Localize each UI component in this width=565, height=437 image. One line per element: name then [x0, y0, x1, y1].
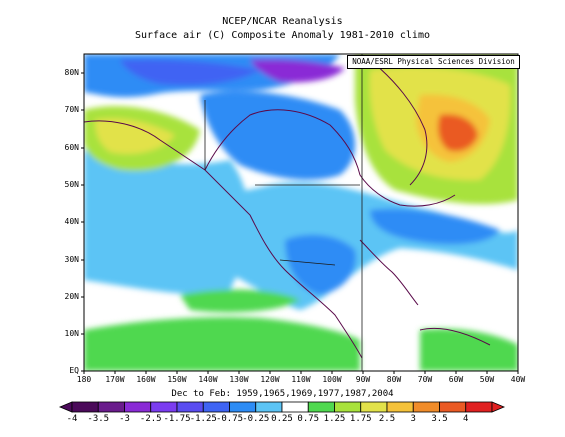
colorbar-tick-label: -3 — [119, 414, 130, 424]
colder-arctic-region — [120, 59, 260, 86]
lon-tick-label: 80W — [386, 375, 402, 384]
cold-atlantic-region — [370, 208, 500, 245]
colorbar-tick-label: -2.5 — [139, 414, 162, 424]
colorbar-tick-label: -3.5 — [87, 414, 110, 424]
lat-tick-label: 10N — [64, 329, 79, 338]
colorbar-tick-label: 4 — [463, 414, 469, 424]
colorbar-swatch — [255, 401, 283, 413]
lat-tick-label: 60N — [64, 143, 79, 152]
colorbar-swatch — [307, 401, 335, 413]
cold-canada-region — [200, 90, 355, 180]
colorbar-tick-label: 3.5 — [431, 414, 448, 424]
colorbar-tick-label: 0.25 — [271, 414, 293, 424]
lon-tick-label: 70W — [417, 375, 433, 384]
warm-atlantic-tropics-region — [420, 328, 518, 371]
lon-tick-label: 160W — [136, 375, 156, 384]
colorbar-swatch — [97, 401, 125, 413]
colorbar-tick-label: -1.75 — [163, 414, 191, 424]
lon-tick-label: 140W — [198, 375, 218, 384]
lon-tick-label: 110W — [291, 375, 311, 384]
colorbar-tick-label: 0.75 — [297, 414, 320, 424]
period-label: Dec to Feb: 1959,1965,1969,1977,1987,200… — [171, 389, 394, 399]
warm-subtropics-region — [180, 289, 300, 313]
warmer-alaska-region — [95, 118, 175, 155]
colorbar-tick-label: -0.25 — [242, 414, 270, 424]
colorbar-arrow-low — [58, 401, 73, 413]
colorbar-swatch — [386, 401, 414, 413]
lat-tick-label: 80N — [64, 68, 79, 77]
colorbar-swatch — [150, 401, 178, 413]
lon-tick-label: 180 — [76, 375, 92, 384]
colorbar-tick-label: 2.5 — [378, 414, 396, 424]
lon-tick-label: 90W — [355, 375, 371, 384]
colorbar-swatch — [176, 401, 204, 413]
lat-tick-label: 50N — [64, 180, 79, 189]
colorbar-tick-label: 1.25 — [323, 414, 346, 424]
coastlines — [84, 59, 491, 359]
colorbar-swatch — [360, 401, 388, 413]
source-label: NOAA/ESRL Physical Sciences Division — [347, 55, 520, 69]
lat-tick-label: 40N — [64, 217, 79, 226]
colorbar-tick-label: -1.25 — [189, 414, 217, 424]
cold-us-region — [285, 234, 356, 295]
colorbar-swatch — [412, 401, 440, 413]
colorbar-tick-label: 3 — [410, 414, 416, 424]
colorbar-swatch — [439, 401, 467, 413]
lon-tick-label: 130W — [229, 375, 249, 384]
colorbar-tick-label: -0.75 — [215, 414, 244, 424]
colorbar-tick-label: -4 — [66, 414, 78, 424]
lon-tick-label: 40W — [510, 375, 526, 384]
lon-tick-label: 150W — [167, 375, 187, 384]
colorbar-swatch — [281, 401, 309, 413]
colorbar-tick-label: 1.75 — [349, 414, 372, 424]
colorbar-swatch — [334, 401, 362, 413]
anomaly-field — [84, 54, 518, 371]
colorbar-swatch — [465, 401, 493, 413]
borders — [204, 54, 363, 371]
lon-tick-label: 60W — [448, 375, 464, 384]
colorbar-swatch — [124, 401, 152, 413]
lon-tick-label: 120W — [260, 375, 280, 384]
lat-tick-label: 70N — [64, 105, 79, 114]
lat-tick-label: 20N — [64, 292, 79, 301]
lon-tick-label: 100W — [322, 375, 342, 384]
colorbar-arrow-high — [491, 401, 506, 413]
colorbar-swatch — [229, 401, 257, 413]
lon-tick-label: 50W — [479, 375, 495, 384]
lon-tick-label: 170W — [105, 375, 125, 384]
warm-tropics-region — [84, 317, 360, 371]
lat-tick-label: EQ — [69, 366, 79, 375]
colorbar — [58, 401, 506, 413]
lat-tick-label: 30N — [64, 255, 79, 264]
chart-subtitle: Surface air (C) Composite Anomaly 1981-2… — [134, 30, 430, 41]
chart-title: NCEP/NCAR Reanalysis — [222, 16, 343, 27]
colorbar-swatch — [71, 401, 99, 413]
tick-marks — [81, 72, 519, 374]
colorbar-swatch — [202, 401, 230, 413]
coldest-arctic-region — [250, 59, 345, 83]
hot-core-region — [438, 114, 478, 152]
